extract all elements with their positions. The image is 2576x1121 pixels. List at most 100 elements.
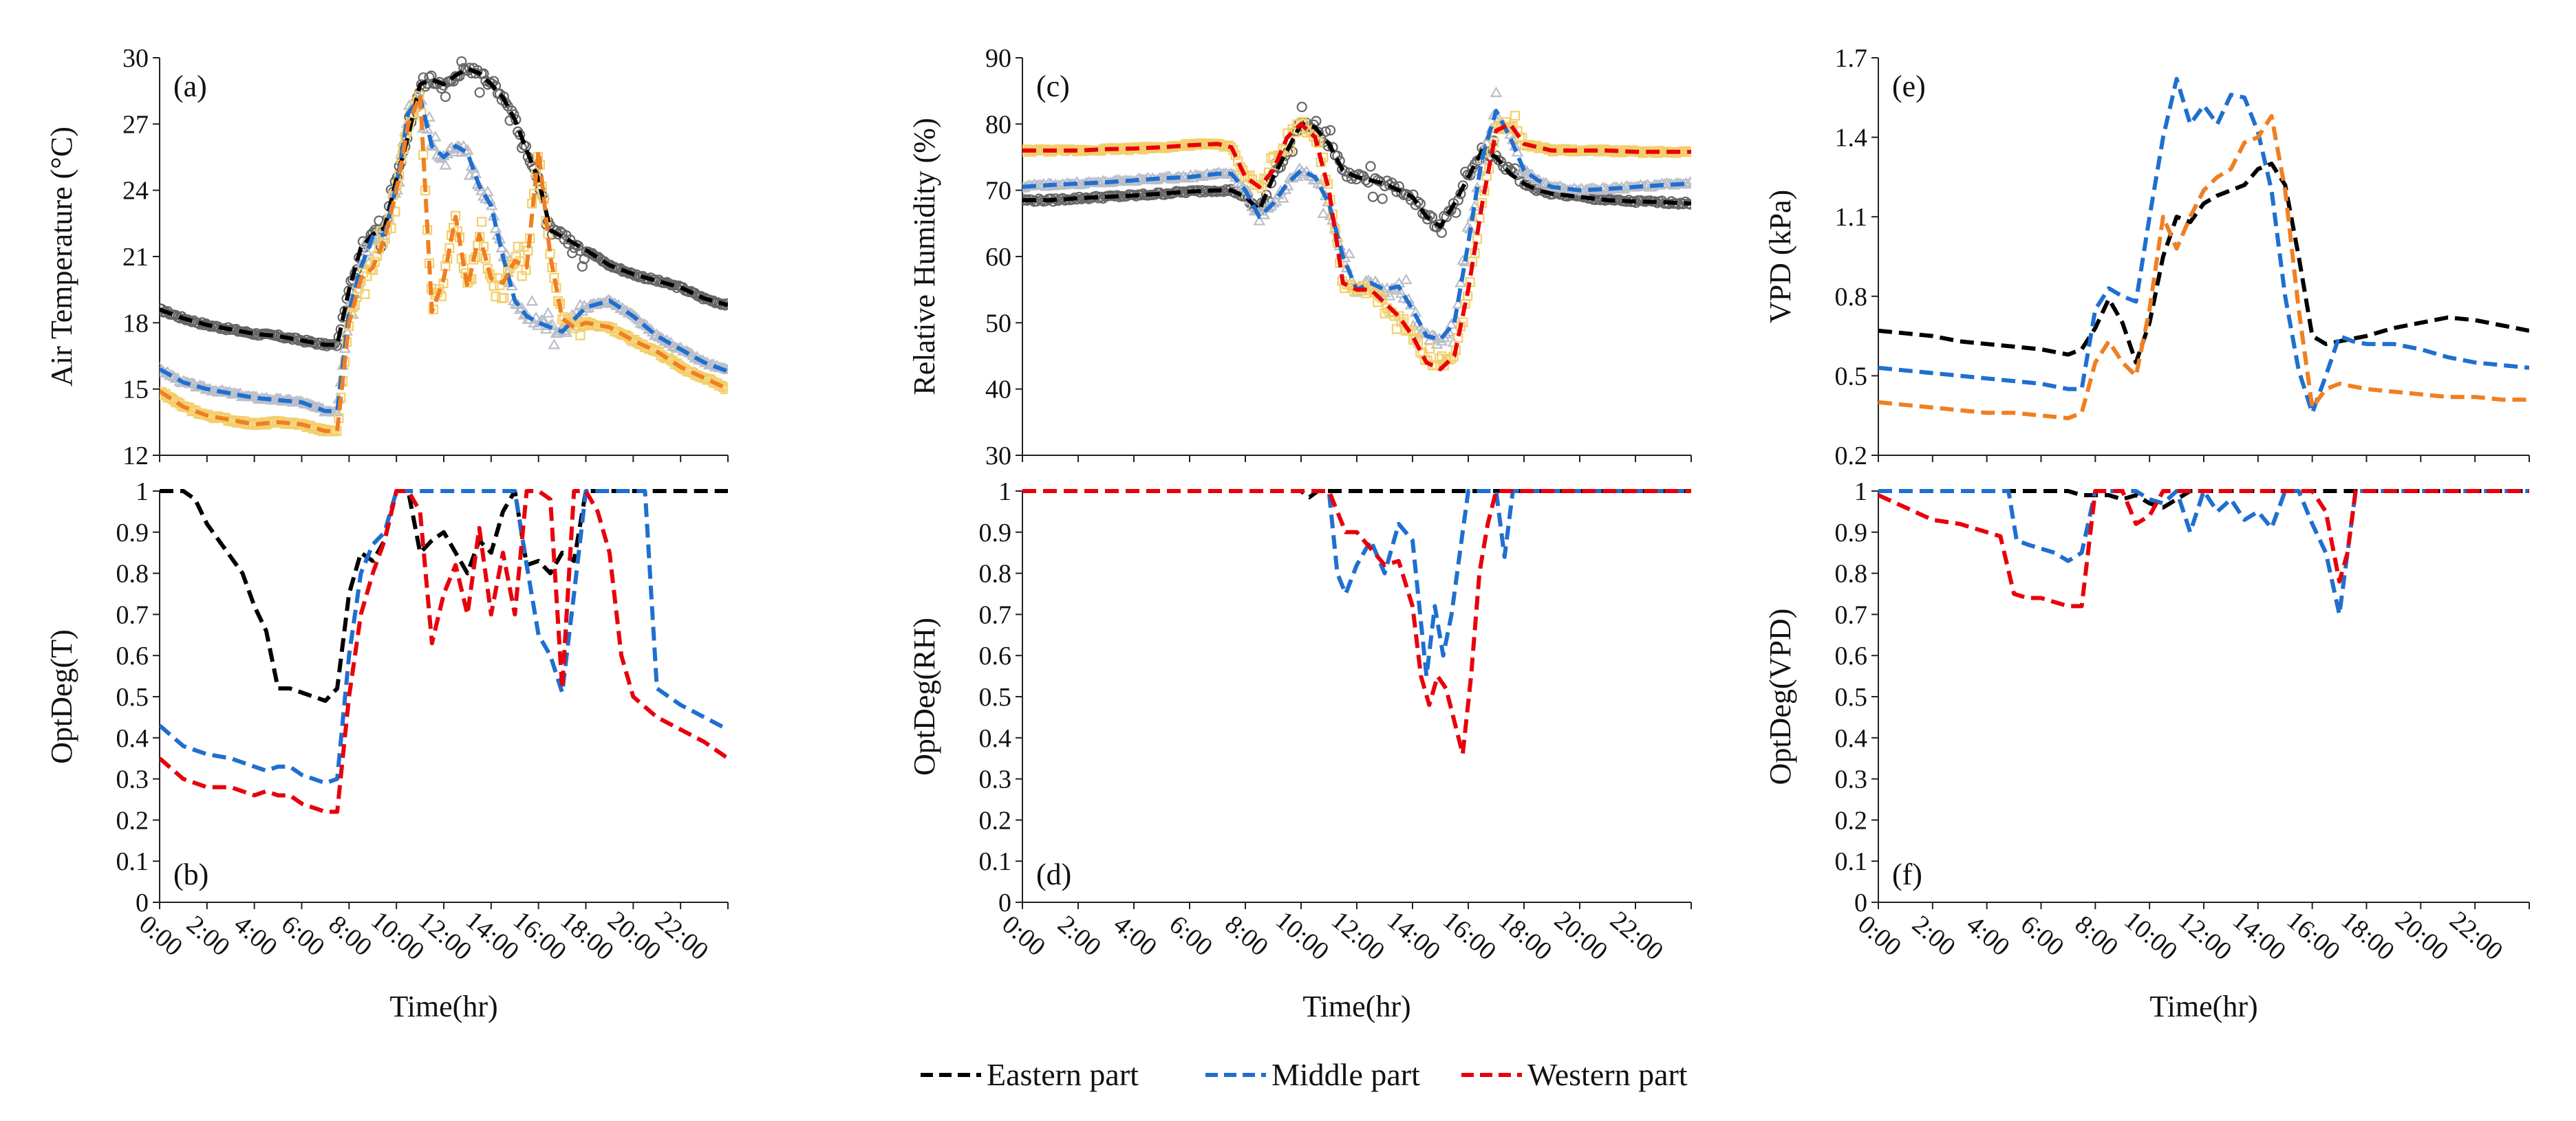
series-line-western-part (1878, 489, 2529, 609)
observed-point (722, 384, 728, 394)
x-tick-label: 2:00 (1907, 910, 1961, 962)
series-line-middle-part (1878, 76, 2529, 415)
y-tick-label: 0.1 (979, 847, 1012, 876)
observed-point (1324, 124, 1336, 136)
y-tick-label: 1.4 (1835, 124, 1868, 153)
scatter-western-part (160, 91, 728, 437)
x-tick-label: 22:00 (650, 906, 713, 966)
y-tick-label: 0.1 (1835, 847, 1868, 876)
y-tick-label: 0.9 (1835, 519, 1868, 547)
x-tick-label: 16:00 (508, 906, 572, 966)
observed-point (1339, 166, 1350, 177)
observed-point (495, 241, 508, 252)
observed-point (360, 289, 370, 299)
y-tick-label: 1.1 (1835, 203, 1868, 232)
series-line-middle-part (1022, 109, 1691, 342)
observed-point (1441, 211, 1452, 223)
x-tick-label: 18:00 (555, 906, 619, 966)
panel-f: 00.10.20.30.40.50.60.70.80.910:00 2:00 4:0… (1763, 477, 2530, 1023)
y-tick-label: 0.7 (1835, 600, 1868, 629)
observed-point (500, 247, 513, 259)
observed-point (1230, 150, 1241, 160)
x-tick-label: 14:00 (2227, 906, 2291, 966)
y-tick-label: 50 (985, 309, 1011, 338)
series-line-eastern-part (1878, 162, 2529, 365)
x-tick-label: 16:00 (1437, 906, 1501, 966)
observed-point (720, 300, 728, 311)
observed-point (530, 311, 542, 323)
y-tick-label: 0.4 (979, 724, 1012, 753)
observed-point (1461, 221, 1474, 232)
observed-point (1365, 161, 1376, 172)
observed-point (1528, 184, 1540, 195)
y-axis-title: Relative Humidity (%) (908, 118, 941, 395)
y-axis-title: OptDeg(RH) (908, 618, 941, 776)
y-tick-label: 0.4 (1835, 724, 1868, 753)
panel-label: (e) (1892, 69, 1926, 103)
observed-point (1287, 146, 1298, 157)
observed-point (440, 91, 451, 102)
y-tick-label: 27 (122, 110, 149, 139)
x-tick-label: 4:00 (1108, 910, 1162, 962)
observed-point (1450, 207, 1461, 218)
observed-point (1296, 101, 1307, 113)
observed-point (1495, 156, 1506, 167)
y-tick-label: 0.6 (979, 642, 1012, 671)
observed-point (429, 131, 442, 142)
observed-point (1298, 167, 1311, 178)
y-tick-label: 0.6 (116, 642, 149, 671)
x-tick-label: 4:00 (1961, 910, 2015, 962)
observed-point (1510, 111, 1521, 121)
observed-point (330, 405, 343, 417)
y-tick-label: 60 (985, 243, 1011, 272)
observed-point (476, 217, 487, 227)
observed-point (572, 240, 584, 252)
y-tick-label: 24 (122, 177, 149, 206)
y-tick-label: 21 (122, 243, 149, 272)
panel-e: 0.2 0.5 0.8 1.1 1.4 1.7 VPD (kPa) (e) (1763, 44, 2530, 470)
x-tick-label: 20:00 (602, 906, 666, 966)
y-tick-label: 0.5 (1835, 683, 1868, 712)
observed-point (1682, 177, 1691, 189)
observed-point (456, 56, 467, 67)
y-tick-label: 18 (122, 309, 149, 338)
series-line-eastern-part (1022, 122, 1691, 229)
x-tick-label: 18:00 (2336, 906, 2400, 966)
x-tick-label: 0:00 (133, 910, 188, 962)
x-tick-label: 20:00 (2390, 906, 2454, 966)
y-tick-label: 0.9 (979, 519, 1012, 547)
y-tick-label: 0.2 (116, 806, 149, 835)
scatter-eastern-part (1022, 101, 1691, 238)
y-tick-label: 0.8 (116, 560, 149, 589)
x-tick-label: 10:00 (2118, 906, 2182, 966)
y-tick-label: 0.2 (979, 806, 1012, 835)
observed-point (1234, 178, 1247, 190)
y-tick-label: 1 (998, 477, 1011, 506)
x-axis-title: Time(hr) (389, 990, 497, 1023)
y-tick-label: 0.2 (1835, 806, 1868, 835)
y-tick-label: 0 (1854, 889, 1867, 917)
y-axis-title: Air Temperature (°C) (45, 127, 78, 387)
y-tick-label: 0.7 (116, 600, 149, 629)
scatter-middle-part (1022, 86, 1691, 349)
observed-point (1094, 177, 1107, 188)
series-line-middle-part (160, 489, 728, 785)
x-tick-label: 4:00 (228, 910, 283, 962)
series-line-eastern-part (160, 67, 728, 347)
y-tick-label: 40 (985, 376, 1011, 404)
panel-label: (c) (1036, 69, 1070, 103)
observed-point (1684, 176, 1691, 187)
y-tick-label: 0.8 (979, 560, 1012, 589)
panel-c: 30 40 50 60 70 80 90 Relative Humidity (%) (c) (908, 44, 1692, 470)
observed-point (481, 185, 494, 197)
y-tick-label: 90 (985, 44, 1011, 73)
observed-point (1436, 227, 1447, 238)
observed-point (513, 303, 526, 314)
legend-label: Eastern part (987, 1057, 1139, 1092)
y-axis-title: OptDeg(T) (45, 629, 78, 764)
observed-point (1425, 343, 1435, 354)
observed-point (495, 280, 505, 290)
observed-point (1454, 276, 1467, 287)
x-tick-label: 22:00 (1604, 906, 1668, 966)
